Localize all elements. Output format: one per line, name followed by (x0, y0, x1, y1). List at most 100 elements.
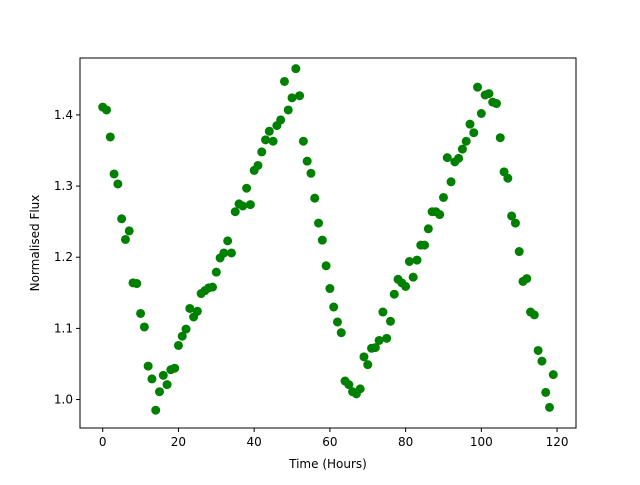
data-point (242, 183, 252, 193)
data-point (329, 302, 339, 312)
data-point (374, 335, 384, 345)
data-point (314, 218, 324, 228)
data-point (151, 405, 161, 415)
data-point (545, 402, 554, 412)
data-point (120, 234, 130, 244)
data-point (359, 352, 369, 362)
data-point (385, 316, 395, 326)
data-point (401, 281, 411, 291)
data-point (306, 168, 316, 178)
data-point (245, 200, 255, 210)
data-point (276, 115, 286, 125)
plot-area-frame (79, 57, 577, 429)
data-point (287, 93, 297, 103)
data-point (503, 173, 513, 183)
data-point (223, 236, 233, 246)
data-point (117, 214, 127, 224)
data-point (238, 201, 248, 211)
x-tick-label: 80 (398, 435, 413, 449)
data-point (442, 153, 452, 163)
data-point (139, 322, 149, 332)
data-point (173, 340, 183, 350)
data-point (192, 306, 202, 316)
data-point (208, 282, 218, 292)
x-tick-label: 100 (470, 435, 493, 449)
data-point (529, 310, 539, 320)
data-point (435, 210, 445, 220)
data-point (408, 272, 418, 282)
data-point (378, 307, 388, 317)
data-point (454, 153, 464, 163)
data-point (143, 361, 153, 371)
data-point (257, 147, 267, 157)
x-tick-label: 0 (99, 435, 107, 449)
data-point (105, 132, 115, 142)
data-point (510, 218, 520, 228)
data-point (404, 257, 414, 266)
data-point (457, 144, 467, 154)
data-point (162, 380, 172, 390)
x-axis-label: Time (Hours) (288, 457, 367, 471)
data-point (355, 384, 365, 394)
data-point (147, 374, 157, 384)
data-point (268, 136, 278, 146)
data-point (465, 119, 475, 129)
data-point (514, 247, 524, 257)
data-point (541, 387, 551, 397)
data-point (344, 380, 354, 390)
data-point (158, 370, 168, 380)
data-point (291, 64, 301, 74)
data-point (363, 360, 373, 370)
data-point (264, 126, 274, 136)
data-point (155, 387, 165, 397)
data-point (446, 177, 456, 187)
data-point (253, 160, 263, 170)
x-tick-label: 40 (247, 435, 262, 449)
data-point (109, 169, 119, 179)
data-point (211, 267, 221, 277)
data-point (177, 331, 187, 341)
data-point (548, 370, 558, 380)
data-point (438, 192, 448, 202)
data-points-layer (98, 64, 558, 415)
data-point (473, 82, 483, 92)
y-axis-label: Normalised Flux (28, 195, 42, 292)
data-point (423, 224, 433, 234)
data-point (170, 363, 180, 373)
data-point (261, 135, 271, 145)
data-point (476, 109, 486, 118)
data-point (507, 211, 517, 221)
y-tick-label: 1.3 (54, 179, 73, 193)
data-point (332, 317, 342, 327)
x-tick-label: 60 (322, 435, 337, 449)
data-point (370, 343, 380, 353)
data-point (336, 328, 346, 338)
y-tick-label: 1.4 (54, 108, 73, 122)
data-point (491, 99, 501, 109)
y-tick-label: 1.1 (54, 321, 73, 335)
data-point (317, 235, 327, 245)
data-point (102, 105, 111, 115)
y-tick-label: 1.0 (54, 393, 73, 407)
data-point (283, 105, 293, 115)
data-point (181, 324, 191, 334)
x-tick-label: 20 (171, 435, 186, 449)
data-point (321, 261, 331, 271)
data-point (537, 356, 547, 366)
data-point (461, 136, 471, 146)
x-axis-ticks: 0 20 40 60 80 100 120 (99, 428, 569, 449)
data-point (469, 128, 479, 138)
data-point (295, 91, 305, 101)
data-point (136, 308, 146, 318)
data-point (124, 226, 134, 236)
data-point (533, 345, 543, 355)
data-point (302, 156, 312, 166)
data-point (325, 284, 335, 294)
data-point (310, 193, 320, 203)
data-point (219, 248, 229, 258)
data-point (484, 89, 494, 99)
data-point (382, 333, 392, 343)
y-axis-ticks: 1.0 1.1 1.2 1.3 1.4 (54, 108, 80, 407)
data-point (298, 136, 308, 146)
